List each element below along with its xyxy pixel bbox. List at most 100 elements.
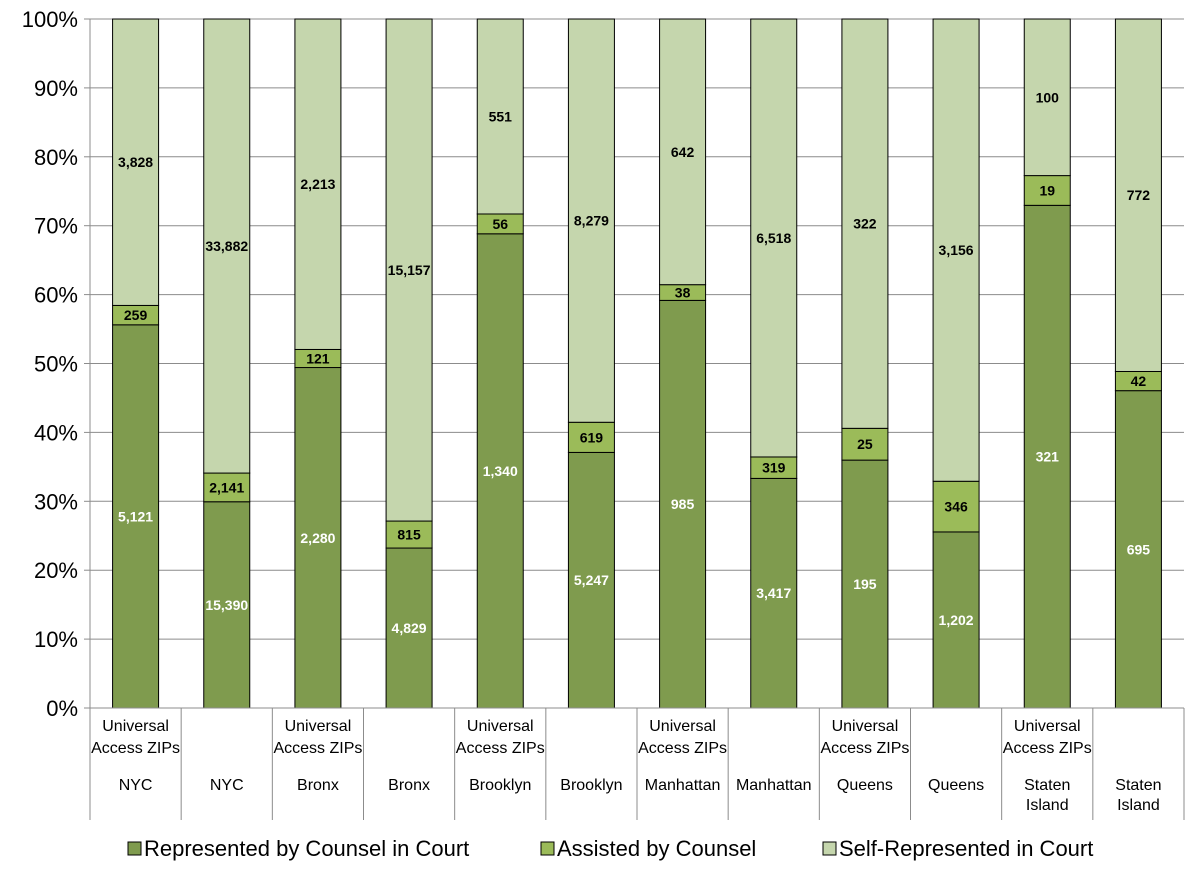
bar-value-label: 695 (1127, 541, 1151, 557)
bar-value-label: 1,202 (939, 612, 974, 628)
bar-value-label: 6,518 (756, 230, 791, 246)
bar-segment (1023, 204, 1071, 709)
bar-segment (750, 477, 798, 709)
category-label: Universal (467, 718, 534, 735)
bar-segment (203, 501, 251, 709)
legend-swatch (540, 841, 555, 856)
y-tick-label: 60% (34, 283, 78, 308)
bar-segment (1023, 18, 1071, 177)
bar-value-label: 195 (853, 576, 877, 592)
bar-segment (294, 18, 342, 350)
bar-value-label: 56 (492, 216, 508, 232)
category-label: NYC (119, 777, 153, 794)
y-tick-label: 80% (34, 145, 78, 170)
category-label: Manhattan (645, 777, 721, 794)
category-label: Access ZIPs (1003, 740, 1092, 757)
bar-value-label: 619 (580, 429, 604, 445)
y-axis-tick-labels: 0% 10% 20% 30% 40% 50% 60% 70% 80% 90% 100% (22, 7, 78, 721)
bar-value-label: 38 (675, 285, 691, 301)
bar-segment (841, 18, 889, 429)
y-tick-label: 50% (34, 352, 78, 377)
category-label: Brooklyn (560, 777, 622, 794)
y-tick-label: 100% (22, 7, 78, 32)
category-label: Bronx (297, 777, 339, 794)
y-tick-label: 0% (46, 696, 78, 721)
bar-value-label: 642 (671, 144, 695, 160)
category-label: Access ZIPs (273, 740, 362, 757)
bar-segment (385, 18, 433, 522)
category-label: Staten (1024, 777, 1070, 794)
bar-value-label: 4,829 (392, 620, 427, 636)
bar-value-label: 5,121 (118, 508, 153, 524)
y-tick-label: 40% (34, 420, 78, 445)
bar-segment (203, 18, 251, 474)
bar-value-label: 985 (671, 496, 695, 512)
bar-segment (659, 18, 707, 286)
bar-value-label: 19 (1039, 182, 1055, 198)
category-label: Access ZIPs (638, 740, 727, 757)
bar-value-label: 2,280 (300, 530, 335, 546)
bar-segment (932, 18, 980, 482)
bar-value-label: 3,417 (756, 585, 791, 601)
y-tick-label: 90% (34, 76, 78, 101)
bar-segment (1114, 390, 1162, 709)
category-label: Universal (649, 718, 716, 735)
bar-segment (567, 18, 615, 423)
bar-value-label: 259 (124, 307, 148, 323)
bar-value-label: 15,157 (388, 262, 431, 278)
bar-value-label: 121 (306, 350, 330, 366)
category-label: Island (1026, 797, 1069, 814)
category-label: Manhattan (736, 777, 812, 794)
x-axis-category-labels: Universal Access ZIPs NYC NYC Universal Acces… (91, 718, 1161, 814)
bar-segment (203, 472, 251, 503)
bar-segment (567, 451, 615, 709)
legend: Represented by Counsel in Court Assisted … (127, 836, 1093, 861)
bar-value-label: 5,247 (574, 572, 609, 588)
bar-data-labels: 5,121 259 3,828 15,390 2,141 33,882 2,280 121 2,… (118, 89, 1150, 636)
bar-value-label: 321 (1036, 449, 1060, 465)
bar-value-label: 1,340 (483, 463, 518, 479)
bar-value-label: 322 (853, 216, 877, 232)
bar-value-label: 2,213 (300, 176, 335, 192)
category-label: Access ZIPs (456, 740, 545, 757)
legend-swatch (127, 841, 142, 856)
category-label: Universal (1014, 718, 1081, 735)
category-label: Access ZIPs (820, 740, 909, 757)
bar-segment (750, 18, 798, 458)
bar-value-label: 33,882 (205, 238, 248, 254)
bar-segment (385, 520, 433, 549)
category-label: Staten (1115, 777, 1161, 794)
bar-value-label: 815 (397, 527, 421, 543)
category-label: Universal (285, 718, 352, 735)
y-tick-label: 70% (34, 214, 78, 239)
category-label: Bronx (388, 777, 430, 794)
y-tick-label: 10% (34, 627, 78, 652)
bar-segment (476, 233, 524, 709)
bar-value-label: 15,390 (205, 597, 248, 613)
y-tick-label: 20% (34, 558, 78, 583)
bar-value-label: 100 (1036, 89, 1060, 105)
bar-value-label: 2,141 (209, 479, 244, 495)
legend-entry: Assisted by Counsel (557, 836, 756, 861)
category-label: Island (1117, 797, 1160, 814)
bar-segment (659, 299, 707, 709)
bar-value-label: 319 (762, 460, 786, 476)
legend-swatch (822, 841, 837, 856)
category-label: Access ZIPs (91, 740, 180, 757)
bar-segment (112, 18, 160, 306)
category-label: Universal (832, 718, 899, 735)
legend-entry: Represented by Counsel in Court (144, 836, 469, 861)
bar-segment (841, 427, 889, 461)
bar-segment (1114, 18, 1162, 372)
bar-value-label: 8,279 (574, 213, 609, 229)
bar-value-label: 3,156 (939, 242, 974, 258)
bar-segment (932, 480, 980, 533)
bar-value-label: 25 (857, 436, 873, 452)
bar-segment (932, 531, 980, 709)
bar-value-label: 346 (944, 499, 968, 515)
category-label: NYC (210, 777, 244, 794)
legend-entry: Self-Represented in Court (839, 836, 1093, 861)
bar-segment (841, 459, 889, 709)
bar-segment (1023, 175, 1071, 206)
